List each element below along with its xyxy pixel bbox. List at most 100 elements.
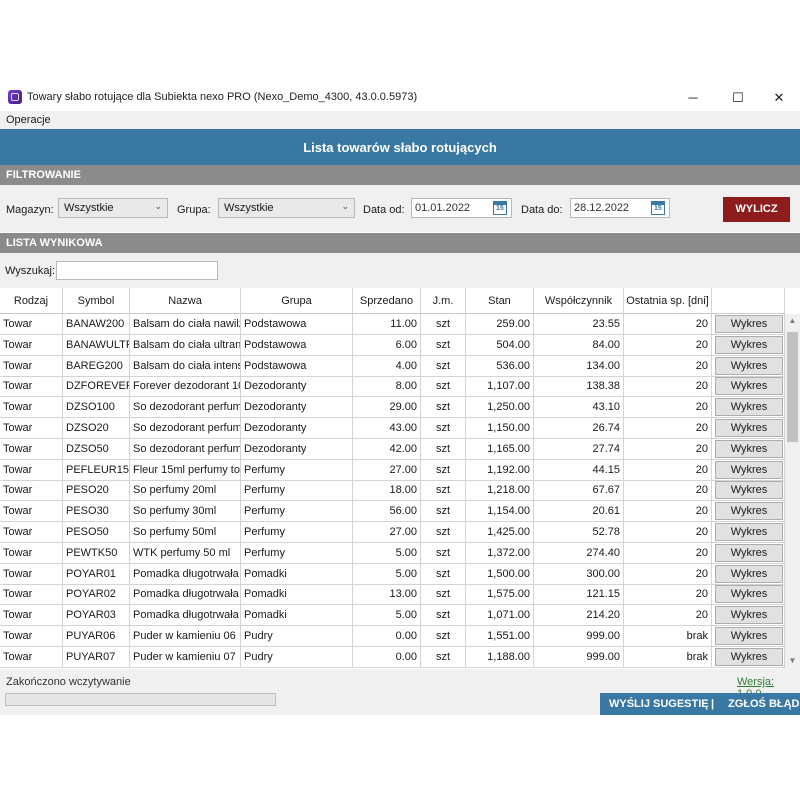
table-cell: Pomadka długotrwała bbox=[130, 584, 241, 606]
table-cell: So perfumy 20ml bbox=[130, 480, 241, 502]
wykres-button[interactable]: Wykres bbox=[715, 606, 783, 625]
table-cell: szt bbox=[421, 397, 466, 419]
table-cell: 20 bbox=[624, 397, 712, 419]
table-row[interactable]: Towar DZFOREVER Forever dezodorant 10 Dezod… bbox=[0, 376, 785, 398]
wykres-button[interactable]: Wykres bbox=[715, 315, 783, 333]
table-row[interactable]: Towar DZSO50 So dezodorant perfum Dezodoran… bbox=[0, 438, 785, 460]
table-cell: DZSO50 bbox=[63, 438, 130, 460]
wykres-button[interactable]: Wykres bbox=[715, 564, 783, 583]
column-header[interactable]: Grupa bbox=[241, 288, 353, 314]
table-cell: Wykres bbox=[712, 355, 785, 377]
table-cell: Pomadka długotrwała bbox=[130, 605, 241, 627]
table-row[interactable]: Towar PESO50 So perfumy 50ml Perfumy 27.00 sz… bbox=[0, 522, 785, 543]
menu-operacje[interactable]: Operacje bbox=[6, 114, 51, 126]
table-cell: Wykres bbox=[712, 501, 785, 523]
table-cell: 29.00 bbox=[353, 397, 421, 419]
grupa-label: Grupa: bbox=[177, 204, 211, 216]
table-cell: 20.61 bbox=[534, 501, 624, 523]
table-cell: 1,551.00 bbox=[466, 626, 534, 647]
data-do-picker[interactable]: 28.12.2022 15 bbox=[570, 198, 670, 218]
wykres-button[interactable]: Wykres bbox=[715, 647, 783, 666]
column-header[interactable]: Współczynnik bbox=[534, 288, 624, 314]
calendar-icon[interactable]: 15 bbox=[651, 201, 665, 215]
calendar-icon[interactable]: 15 bbox=[493, 201, 507, 215]
wykres-button[interactable]: Wykres bbox=[715, 502, 783, 521]
table-row[interactable]: Towar DZSO20 So dezodorant perfum Dezodoran… bbox=[0, 418, 785, 439]
column-header[interactable]: Rodzaj bbox=[0, 288, 63, 314]
wykres-button[interactable]: Wykres bbox=[715, 439, 783, 458]
table-cell: Balsam do ciała nawilż bbox=[130, 314, 241, 335]
magazyn-select[interactable]: Wszystkie ⌄ bbox=[58, 198, 168, 218]
table-cell: 20 bbox=[624, 542, 712, 564]
minimize-button[interactable]: ─ bbox=[688, 90, 698, 105]
table-row[interactable]: Towar PUYAR07 Puder w kamieniu 07 Pudry 0.00… bbox=[0, 646, 785, 668]
data-od-picker[interactable]: 01.01.2022 15 bbox=[411, 198, 512, 218]
column-header[interactable]: Stan bbox=[466, 288, 534, 314]
table-cell: szt bbox=[421, 563, 466, 585]
table-cell: 42.00 bbox=[353, 438, 421, 460]
separator: | bbox=[711, 698, 715, 710]
table-cell: szt bbox=[421, 355, 466, 377]
table-cell: PESO30 bbox=[63, 501, 130, 523]
grupa-select[interactable]: Wszystkie ⌄ bbox=[218, 198, 355, 218]
wykres-button[interactable]: Wykres bbox=[715, 398, 783, 417]
table-cell: Towar bbox=[0, 646, 63, 668]
scroll-down-icon[interactable]: ▼ bbox=[788, 656, 797, 665]
close-button[interactable]: ✕ bbox=[773, 90, 785, 105]
wykres-button[interactable]: Wykres bbox=[715, 481, 783, 500]
wylicz-button[interactable]: WYLICZ bbox=[723, 197, 790, 222]
table-cell: Wykres bbox=[712, 563, 785, 585]
table-cell: 1,165.00 bbox=[466, 438, 534, 460]
table-cell: 1,188.00 bbox=[466, 646, 534, 668]
table-row[interactable]: Towar POYAR03 Pomadka długotrwała Pomadki 5.… bbox=[0, 605, 785, 627]
table-row[interactable]: Towar PEFLEUR15 Fleur 15ml perfumy to Perfu… bbox=[0, 459, 785, 481]
table-row[interactable]: Towar BANAWULTR Balsam do ciała ultran Pods… bbox=[0, 334, 785, 356]
report-bug-button[interactable]: ZGŁOŚ BŁĄD bbox=[728, 698, 800, 710]
column-header[interactable]: Nazwa bbox=[130, 288, 241, 314]
maximize-button[interactable]: ☐ bbox=[732, 90, 744, 105]
table-cell: 138.38 bbox=[534, 376, 624, 398]
column-header[interactable]: Ostatnia sp. [dni] bbox=[624, 288, 712, 314]
wykres-button[interactable]: Wykres bbox=[715, 377, 783, 396]
table-cell: Fleur 15ml perfumy to bbox=[130, 459, 241, 481]
table-cell: 27.00 bbox=[353, 459, 421, 481]
wykres-button[interactable]: Wykres bbox=[715, 543, 783, 562]
table-cell: 536.00 bbox=[466, 355, 534, 377]
table-cell: Dezodoranty bbox=[241, 418, 353, 439]
search-input[interactable] bbox=[56, 261, 218, 280]
table-cell: Towar bbox=[0, 480, 63, 502]
column-header[interactable] bbox=[712, 288, 785, 314]
column-header[interactable]: Symbol bbox=[63, 288, 130, 314]
wykres-button[interactable]: Wykres bbox=[715, 627, 783, 645]
table-cell: Wykres bbox=[712, 314, 785, 335]
table-row[interactable]: Towar PUYAR06 Puder w kamieniu 06 Pudry 0.00… bbox=[0, 626, 785, 647]
table-row[interactable]: Towar PESO30 So perfumy 30ml Perfumy 56.00 sz… bbox=[0, 501, 785, 523]
column-header[interactable]: Sprzedano bbox=[353, 288, 421, 314]
wykres-button[interactable]: Wykres bbox=[715, 335, 783, 354]
table-row[interactable]: Towar POYAR01 Pomadka długotrwała Pomadki 5.… bbox=[0, 563, 785, 585]
table-cell: szt bbox=[421, 584, 466, 606]
scrollbar-thumb[interactable] bbox=[787, 332, 798, 442]
table-row[interactable]: Towar BAREG200 Balsam do ciała intens Podst… bbox=[0, 355, 785, 377]
wykres-button[interactable]: Wykres bbox=[715, 585, 783, 604]
app-icon bbox=[8, 90, 22, 104]
table-cell: Perfumy bbox=[241, 501, 353, 523]
table-row[interactable]: Towar PESO20 So perfumy 20ml Perfumy 18.00 sz… bbox=[0, 480, 785, 502]
table-cell: Podstawowa bbox=[241, 334, 353, 356]
table-cell: szt bbox=[421, 542, 466, 564]
send-suggestion-button[interactable]: WYŚLIJ SUGESTIĘ bbox=[609, 698, 709, 710]
table-cell: Wykres bbox=[712, 480, 785, 502]
table-row[interactable]: Towar BANAW200 Balsam do ciała nawilż Podst… bbox=[0, 314, 785, 335]
column-header[interactable]: J.m. bbox=[421, 288, 466, 314]
vertical-scrollbar[interactable]: ▲ ▼ bbox=[785, 314, 800, 669]
scroll-up-icon[interactable]: ▲ bbox=[788, 316, 797, 325]
table-row[interactable]: Towar POYAR02 Pomadka długotrwała Pomadki 13… bbox=[0, 584, 785, 606]
table-row[interactable]: Towar PEWTK50 WTK perfumy 50 ml Perfumy 5.00… bbox=[0, 542, 785, 564]
wykres-button[interactable]: Wykres bbox=[715, 523, 783, 541]
table-row[interactable]: Towar DZSO100 So dezodorant perfum Dezodora… bbox=[0, 397, 785, 419]
table-cell: PEFLEUR15 bbox=[63, 459, 130, 481]
table-cell: PESO50 bbox=[63, 522, 130, 543]
wykres-button[interactable]: Wykres bbox=[715, 460, 783, 479]
wykres-button[interactable]: Wykres bbox=[715, 356, 783, 375]
wykres-button[interactable]: Wykres bbox=[715, 419, 783, 437]
